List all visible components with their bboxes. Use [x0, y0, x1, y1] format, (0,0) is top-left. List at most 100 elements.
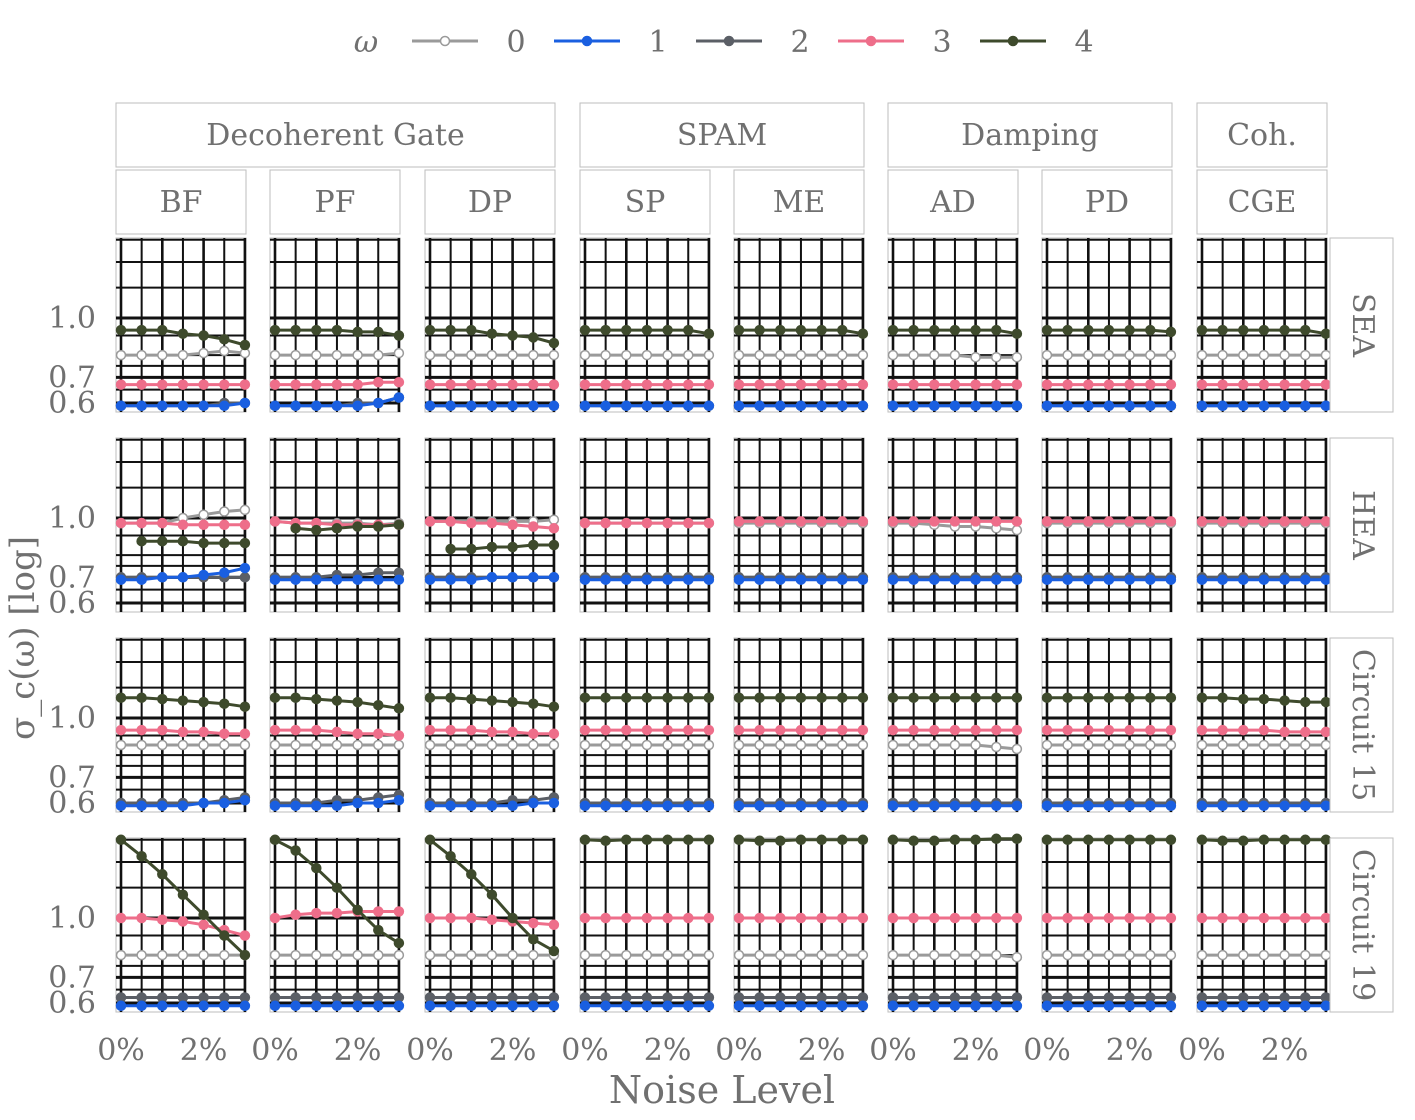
series-0 [579, 949, 715, 961]
series-0 [887, 739, 1023, 755]
data-point [908, 835, 919, 847]
series-3 [1041, 379, 1177, 390]
data-point [991, 324, 1002, 336]
legend-key-point [581, 35, 593, 47]
data-point [641, 400, 653, 412]
data-point [600, 912, 611, 924]
panel-circuit-19-pf [269, 834, 405, 1013]
data-point [486, 400, 498, 412]
data-point [970, 739, 981, 751]
data-point [1083, 400, 1094, 412]
legend-entry-4: 4 [980, 25, 1094, 60]
data-point [1279, 516, 1290, 527]
data-point [754, 349, 765, 361]
series-2 [887, 992, 1023, 1003]
data-point [239, 572, 251, 583]
legend-title: ω [354, 25, 378, 60]
data-point [857, 692, 869, 703]
data-point [816, 574, 827, 585]
data-point [239, 519, 251, 531]
legend: ω 0 1 2 3 4 [354, 25, 1094, 60]
data-point [1279, 695, 1290, 706]
data-point [1103, 724, 1115, 736]
data-point [775, 724, 786, 736]
data-point [290, 349, 301, 361]
data-point [949, 949, 961, 961]
data-point [1103, 516, 1115, 527]
data-point [239, 794, 251, 806]
data-point [219, 728, 230, 739]
data-point [1062, 349, 1073, 361]
data-point [929, 574, 940, 585]
data-point [1320, 379, 1332, 390]
data-point [507, 912, 518, 924]
y-tick-labels-circuit-15: 0.60.7 1.0 [48, 701, 96, 821]
data-point [1238, 574, 1249, 585]
data-point [1279, 912, 1290, 924]
data-point [600, 739, 611, 751]
data-point [991, 833, 1002, 845]
data-point [507, 800, 518, 812]
data-point [621, 349, 632, 361]
data-point [393, 1000, 405, 1012]
data-point [136, 400, 147, 412]
data-point [507, 349, 518, 361]
data-point [548, 945, 560, 957]
data-point [795, 400, 807, 412]
data-point [775, 800, 786, 812]
row-strip-circuit-15: Circuit 15 [1329, 637, 1394, 813]
data-point [795, 516, 807, 527]
data-point [157, 517, 168, 529]
series-3 [733, 516, 869, 527]
data-point [424, 1000, 436, 1012]
data-point [1279, 800, 1290, 812]
data-point [970, 1000, 981, 1012]
data-point [219, 506, 230, 517]
data-point [393, 703, 405, 714]
data-point [548, 539, 560, 551]
data-point [393, 949, 405, 961]
data-point [1165, 1000, 1177, 1012]
data-point [579, 724, 591, 736]
data-point [424, 724, 436, 736]
data-point [929, 724, 940, 736]
series-4 [1041, 692, 1177, 703]
legend-label: 0 [506, 25, 525, 60]
data-point [290, 800, 301, 812]
data-point [1011, 524, 1023, 536]
data-point [837, 834, 848, 846]
panel-background [269, 637, 401, 813]
data-point [1196, 724, 1208, 736]
data-point [1300, 739, 1311, 751]
data-point [816, 1000, 827, 1012]
y-tick-labels-sea: 0.60.7 1.0 [48, 301, 96, 421]
data-point [621, 379, 632, 390]
data-point [949, 724, 961, 736]
data-point [157, 324, 168, 336]
data-point [683, 400, 694, 412]
data-point [1196, 379, 1208, 390]
data-point [949, 516, 961, 527]
data-point [733, 400, 745, 412]
x-tick-label: 0% [97, 1033, 145, 1068]
panel-background [733, 637, 865, 813]
data-point [929, 349, 940, 361]
data-point [775, 349, 786, 361]
data-point [754, 912, 765, 924]
data-point [1165, 949, 1177, 961]
data-point [621, 517, 632, 529]
x-tick-labels-me: 0% 2% [715, 1033, 845, 1068]
data-point [136, 535, 147, 547]
series-3 [887, 912, 1023, 924]
data-point [352, 574, 363, 585]
series-4 [424, 834, 560, 957]
data-point [1258, 949, 1270, 961]
data-point [466, 693, 477, 705]
data-point [239, 562, 251, 574]
data-point [1145, 692, 1156, 703]
data-point [486, 949, 498, 961]
series-3 [579, 724, 715, 736]
data-point [837, 400, 848, 412]
series-3 [1196, 516, 1332, 527]
data-point [887, 692, 899, 703]
